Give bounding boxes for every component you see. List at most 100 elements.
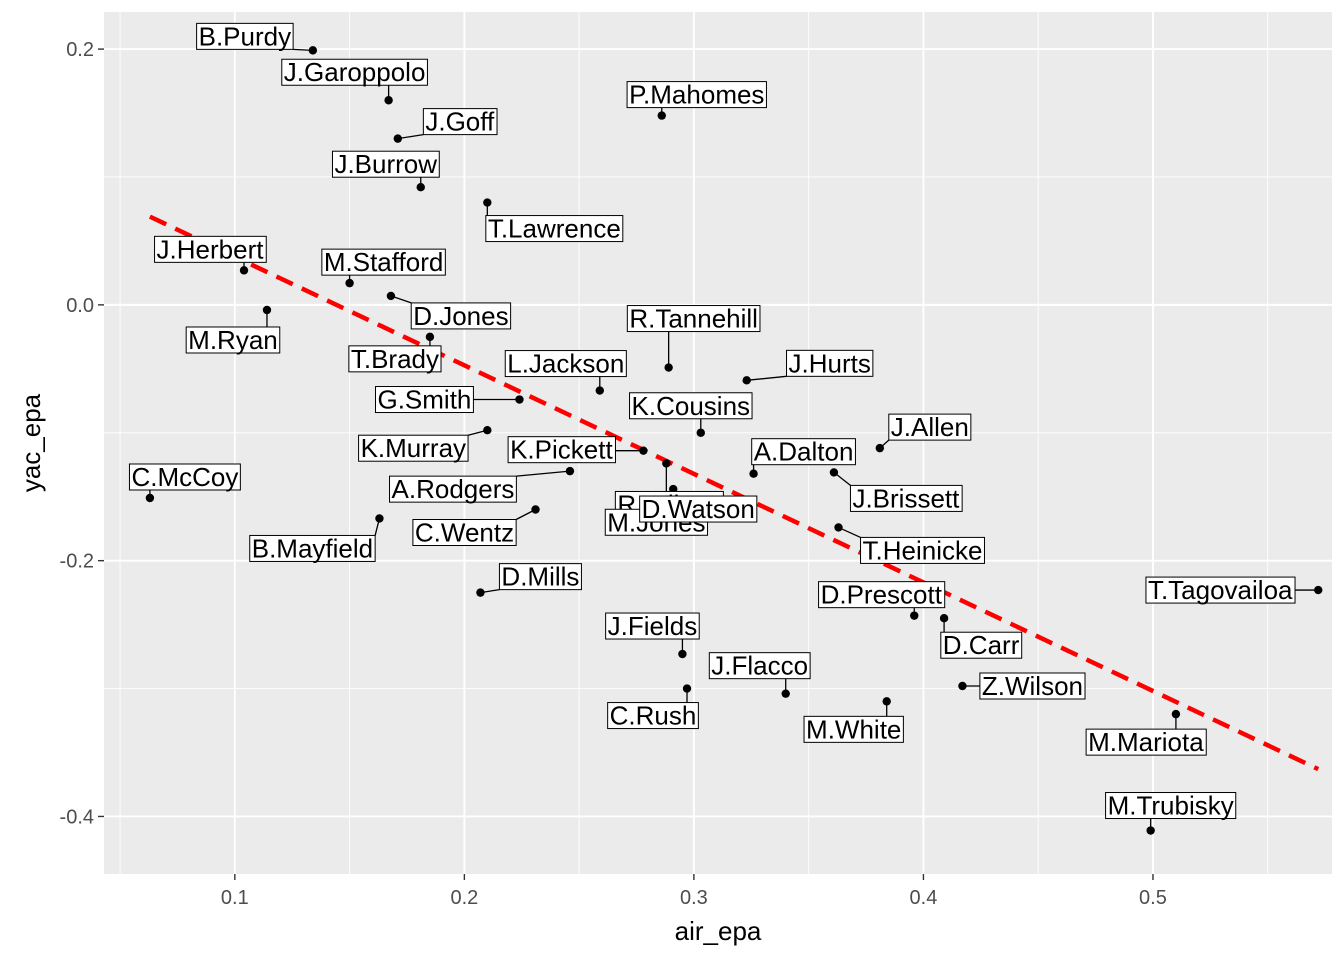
data-point [664,363,673,372]
point-label: J.Flacco [708,651,811,681]
data-point [565,466,575,476]
point-label: T.Lawrence [485,214,624,244]
data-point [384,96,393,105]
data-point [1171,709,1181,719]
y-tick-label: -0.4 [60,806,94,828]
point-label-text: D.Mills [501,562,579,592]
label-box [281,58,428,86]
point-label: A.Dalton [751,437,856,467]
label-box [803,715,904,743]
point-label: G.Smith [374,385,474,415]
x-tick-label: 0.5 [1139,887,1167,909]
label-box [888,413,972,441]
trend-line [148,214,1320,772]
label-box [626,305,761,333]
point-label-text: B.Purdy [199,21,292,51]
x-axis-ticks: 0.1 0.2 0.3 0.4 0.5 [221,874,1167,909]
label-box [818,581,946,609]
point-label: J.Goff [422,107,498,137]
point-label-text: M.Ryan [188,325,278,355]
data-point [639,446,648,455]
label-box [348,345,442,373]
label-box [940,631,1023,659]
point-label: Z.Wilson [979,671,1086,701]
label-box [185,326,281,354]
point-label-text: K.Murray [361,433,466,463]
label-box [485,215,624,243]
point-label-text: Z.Wilson [982,671,1083,701]
point-label: K.Murray [358,433,469,463]
label-box [154,235,267,263]
point-label: J.Burrow [331,149,440,179]
point-label-text: M.Mariota [1088,727,1204,757]
data-point [393,134,403,143]
x-axis-title: air_epa [675,916,762,946]
y-axis-title: yac_epa [16,393,46,492]
point-label: B.Purdy [196,21,294,51]
data-point [308,46,318,55]
point-label-text: M.Stafford [324,247,443,277]
point-label-text: D.Watson [642,494,755,524]
point-label-text: G.Smith [377,385,471,415]
data-point [834,523,843,532]
data-point [781,689,790,698]
data-point [595,386,604,395]
point-label: T.Brady [348,344,442,374]
point-label-text: J.Burrow [334,149,437,179]
point-label-text: T.Lawrence [488,214,621,244]
point-label-text: J.Hurts [789,348,871,378]
label-box [128,463,241,491]
point-label: M.Ryan [185,325,281,355]
point-label: K.Cousins [629,391,753,421]
label-box [412,519,517,547]
data-point [829,468,839,477]
label-box [605,612,700,640]
data-point [875,443,885,453]
point-label-text: A.Dalton [754,437,854,467]
point-label-text: C.Rush [610,701,697,731]
point-label: J.Hurts [786,348,874,378]
point-label: D.Mills [498,562,582,592]
leader-line [397,133,424,140]
point-label-text: K.Pickett [510,435,613,465]
y-tick-label: -0.2 [60,551,94,573]
label-box [504,350,627,378]
point-label-text: T.Brady [351,344,439,374]
point-label-text: M.Trubisky [1108,791,1234,821]
data-point [939,614,949,623]
data-point [749,469,758,478]
data-point [425,332,435,342]
label-box [708,652,811,680]
data-point [1146,826,1155,835]
label-box [639,495,758,523]
point-label-text: K.Cousins [632,391,751,421]
data-point [386,291,396,301]
label-box [389,475,517,503]
leader-line [516,470,571,477]
label-box [422,108,498,136]
point-label-text: D.Carr [943,630,1020,660]
point-label: J.Herbert [154,234,267,264]
point-label-text: C.Wentz [415,518,514,548]
data-point [515,395,524,404]
data-point [682,684,692,693]
label-box [786,349,874,377]
point-label-text: B.Mayfield [252,533,373,563]
y-tick-label: 0.0 [66,295,94,317]
label-box [1105,792,1237,820]
label-box [849,484,963,512]
data-point [483,198,492,207]
point-label: P.Mahomes [626,80,767,110]
point-label: D.Watson [639,494,758,524]
x-tick-label: 0.2 [450,887,478,909]
label-box [860,536,985,564]
point-label: J.Fields [605,611,700,641]
data-point [958,681,967,691]
label-box [751,438,856,466]
label-box [626,81,767,109]
point-label-text: J.Garoppolo [284,57,426,87]
data-point [678,649,687,659]
data-point [1314,585,1323,595]
label-box [321,248,446,276]
point-label: R.Tannehill [626,304,761,334]
